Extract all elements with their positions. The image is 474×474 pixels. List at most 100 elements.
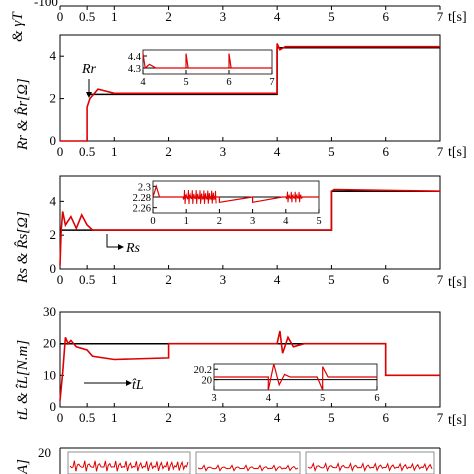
rs-ylabel: Rs & R̂s[Ω] bbox=[15, 211, 31, 284]
gamma-xtick-label: 4 bbox=[274, 9, 281, 24]
tl-xtick-label: 7 bbox=[437, 410, 444, 425]
rs-annotation-arrowhead bbox=[118, 244, 124, 250]
tl-inset-xtick-label: 4 bbox=[266, 393, 272, 404]
rs-xtick-label: 2 bbox=[165, 272, 172, 287]
gamma-ytick: -100 bbox=[34, 0, 58, 9]
bottom-ytick: 20 bbox=[38, 445, 51, 460]
tl-ytick-label: 10 bbox=[43, 367, 56, 382]
tl-xtick-label: 0.5 bbox=[79, 410, 95, 425]
rr-inset-xtick-label: 7 bbox=[269, 77, 274, 88]
bottom-inset-c bbox=[305, 451, 435, 474]
rs-inset-burst bbox=[285, 191, 303, 203]
tl-ytick-label: 30 bbox=[43, 304, 56, 319]
rr-inset-ytick-label: 4.4 bbox=[128, 52, 142, 63]
rs-xunit: t[s] bbox=[448, 275, 467, 290]
panel-load-torque: tL & t̂L[N.m] 0 10 20 30 0 0.5 1 2 3 4 5 6 7 t[s] t… bbox=[15, 304, 467, 428]
bottom-inset-b bbox=[195, 451, 301, 474]
rr-inset-ytick-label: 4.3 bbox=[128, 64, 141, 75]
tl-plot-frame bbox=[59, 311, 441, 408]
panel-rotor-resistance: Rr & R̂r[Ω] 024 0 0.5 1 2 3 4 5 6 7 t[s] Rr 4.34… bbox=[15, 34, 467, 160]
rs-xtick-label: 5 bbox=[328, 272, 335, 287]
rr-series-estimate bbox=[60, 43, 440, 142]
rs-inset-xtick-label: 5 bbox=[316, 216, 321, 227]
tl-xunit: t[s] bbox=[448, 413, 467, 428]
rr-inset-xtick-label: 5 bbox=[183, 77, 188, 88]
tl-xtick-label: 4 bbox=[274, 410, 281, 425]
tl-inset-ytick-label: 20.2 bbox=[194, 365, 212, 376]
rs-inset-xtick-label: 4 bbox=[283, 216, 289, 227]
tl-xtick-label: 2 bbox=[165, 410, 172, 425]
rr-xtick-label: 0 bbox=[57, 144, 64, 159]
rs-xtick-label: 6 bbox=[382, 272, 389, 287]
gamma-xtick-label: 6 bbox=[382, 9, 389, 24]
bottom-ylabel: A] bbox=[15, 459, 31, 474]
tl-inset-xtick-label: 3 bbox=[211, 393, 216, 404]
panel-gamma: -100 & γT 0 0.5 1 2 3 4 5 6 7 t[s] bbox=[10, 0, 467, 42]
rr-xtick-label: 2 bbox=[165, 144, 172, 159]
rs-plot-frame bbox=[59, 175, 441, 270]
gamma-xtick-label: 5 bbox=[328, 9, 335, 24]
rs-inset-series-estimate bbox=[152, 184, 319, 204]
rs-xtick-label: 4 bbox=[274, 272, 281, 287]
tl-annotation-arrowhead bbox=[126, 380, 132, 386]
tl-ylabel: tL & t̂L[N.m] bbox=[15, 340, 31, 420]
rr-xunit: t[s] bbox=[448, 145, 467, 160]
rr-xtick-label: 7 bbox=[437, 144, 444, 159]
rr-ytick-label: 4 bbox=[50, 48, 57, 63]
rr-xtick-label: 5 bbox=[328, 144, 335, 159]
rs-xtick-label: 3 bbox=[220, 272, 227, 287]
rr-inset-frame bbox=[142, 49, 273, 75]
panel-stator-resistance: Rs & R̂s[Ω] 0 2 4 0 0.5 1 2 3 4 5 6 7 t[s] Rs 2.26… bbox=[15, 175, 467, 290]
rr-xtick-label: 3 bbox=[220, 144, 227, 159]
tl-ytick-label: 20 bbox=[43, 336, 56, 351]
gamma-xtick-label: 1 bbox=[111, 9, 118, 24]
rr-ytick-label: 0 bbox=[50, 133, 57, 148]
rs-inset-burst bbox=[182, 189, 217, 205]
tl-xtick-label: 5 bbox=[328, 410, 335, 425]
tl-xtick-label: 1 bbox=[111, 410, 118, 425]
gamma-xtick-label: 7 bbox=[437, 9, 444, 24]
rs-xtick-label: 0 bbox=[57, 272, 64, 287]
tl-xtick-label: 6 bbox=[382, 410, 389, 425]
tl-annotation: t̂L bbox=[132, 378, 144, 393]
rs-xtick-label: 0.5 bbox=[79, 272, 95, 287]
tl-inset-ytick-label: 20 bbox=[202, 376, 213, 387]
rr-annotation-arrowhead bbox=[86, 92, 92, 98]
rs-xtick-label: 1 bbox=[111, 272, 118, 287]
bottom-inset-a bbox=[67, 451, 191, 474]
gamma-ylabel: & γT bbox=[10, 11, 26, 42]
rs-inset-xtick-label: 1 bbox=[184, 216, 189, 227]
rr-annotation: Rr bbox=[81, 62, 97, 77]
gamma-xunit: t[s] bbox=[448, 10, 467, 25]
rs-inset-ytick-label: 2.26 bbox=[133, 204, 151, 215]
gamma-xtick-label: 0 bbox=[57, 9, 64, 24]
bottom-burst-c bbox=[307, 461, 433, 473]
rr-xtick-label: 6 bbox=[382, 144, 389, 159]
gamma-xtick-label: 0.5 bbox=[79, 9, 95, 24]
gamma-xtick-label: 3 bbox=[220, 9, 227, 24]
rs-annotation-arrow bbox=[106, 234, 120, 248]
tl-xtick-label: 3 bbox=[220, 410, 227, 425]
rr-plot-frame bbox=[59, 34, 441, 142]
tl-inset-series-estimate bbox=[214, 363, 377, 391]
rs-inset-xtick-label: 3 bbox=[250, 216, 255, 227]
rs-ytick-label: 4 bbox=[50, 193, 57, 208]
rr-inset-xtick-label: 6 bbox=[226, 77, 231, 88]
tl-series-estimate bbox=[59, 330, 440, 401]
rs-series-estimate bbox=[59, 188, 441, 266]
rr-ylabel: Rr & R̂r[Ω] bbox=[15, 78, 31, 151]
rs-annotation: Rs bbox=[125, 241, 141, 256]
rr-xtick-label: 0.5 bbox=[79, 144, 95, 159]
rs-ytick-label: 0 bbox=[50, 261, 57, 276]
bottom-burst-a bbox=[69, 460, 189, 472]
rr-inset-series-estimate bbox=[142, 53, 272, 70]
bottom-burst-b bbox=[197, 464, 299, 472]
panel-bottom-partial: 20 A] bbox=[15, 445, 441, 474]
rs-inset-xtick-label: 2 bbox=[217, 216, 222, 227]
rr-ytick-label: 2 bbox=[50, 91, 57, 106]
rs-inset-ytick-label: 2.3 bbox=[138, 182, 151, 193]
rs-inset-ytick-label: 2.28 bbox=[133, 193, 151, 204]
rr-inset-xtick-label: 4 bbox=[140, 77, 146, 88]
tl-ytick-label: 0 bbox=[50, 399, 57, 414]
